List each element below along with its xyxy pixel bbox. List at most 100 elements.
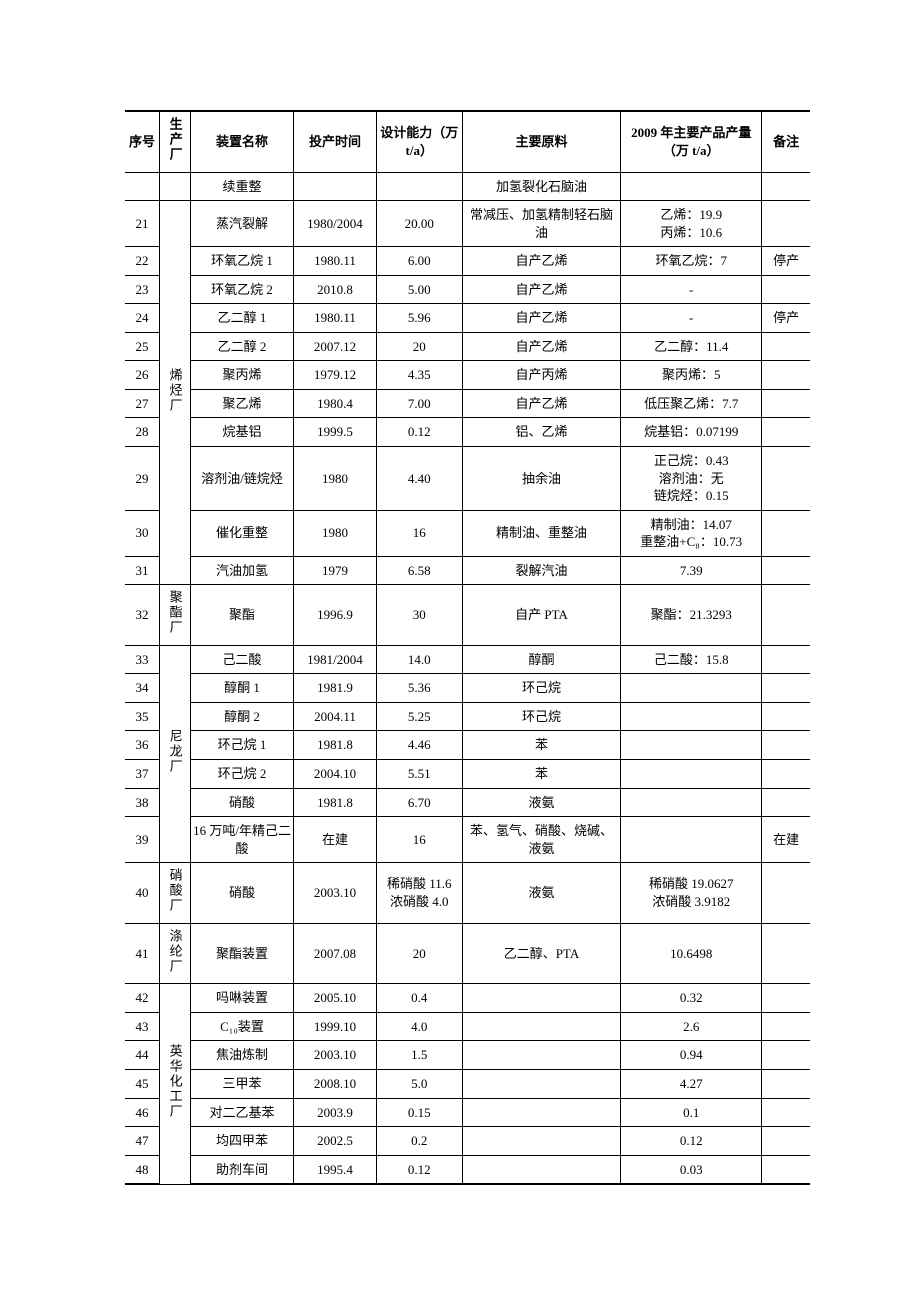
cell-unit: 聚酯 bbox=[190, 585, 293, 646]
cell-seq: 44 bbox=[125, 1041, 159, 1070]
cell-feed: 自产乙烯 bbox=[462, 275, 620, 304]
cell-seq: 48 bbox=[125, 1155, 159, 1184]
cell-seq: 39 bbox=[125, 817, 159, 863]
cell-feed bbox=[462, 1155, 620, 1184]
cell-output bbox=[621, 674, 762, 703]
cell-feed: 环己烷 bbox=[462, 674, 620, 703]
cell-seq: 47 bbox=[125, 1127, 159, 1156]
cell-seq: 36 bbox=[125, 731, 159, 760]
cell-startup: 1980.4 bbox=[294, 389, 377, 418]
table-row: 47均四甲苯2002.50.20.12 bbox=[125, 1127, 810, 1156]
col-feed: 主要原料 bbox=[462, 111, 620, 172]
col-remark: 备注 bbox=[762, 111, 810, 172]
cell-unit: 环氧乙烷 1 bbox=[190, 247, 293, 276]
cell-seq: 35 bbox=[125, 702, 159, 731]
cell-unit: 焦油炼制 bbox=[190, 1041, 293, 1070]
cell-feed: 铝、乙烯 bbox=[462, 418, 620, 447]
table-row: 29溶剂油/链烷烃19804.40抽余油正己烷：0.43溶剂油：无链烷烃：0.1… bbox=[125, 447, 810, 511]
cell-unit: 聚丙烯 bbox=[190, 361, 293, 390]
cell-startup bbox=[294, 172, 377, 201]
cell-remark bbox=[762, 702, 810, 731]
cell-startup: 1980.11 bbox=[294, 247, 377, 276]
cell-capacity: 稀硝酸 11.6浓硝酸 4.0 bbox=[376, 863, 462, 924]
cell-startup: 1980.11 bbox=[294, 304, 377, 333]
cell-startup: 2003.10 bbox=[294, 1041, 377, 1070]
cell-factory: 烯烃厂 bbox=[159, 201, 190, 585]
table-row: 44 焦油炼制2003.101.5 0.94 bbox=[125, 1041, 810, 1070]
cell-remark bbox=[762, 389, 810, 418]
cell-unit: 乙二醇 1 bbox=[190, 304, 293, 333]
cell-feed: 精制油、重整油 bbox=[462, 510, 620, 556]
cell-capacity: 1.5 bbox=[376, 1041, 462, 1070]
cell-capacity bbox=[376, 172, 462, 201]
cell-remark bbox=[762, 418, 810, 447]
cell-unit: 环氧乙烷 2 bbox=[190, 275, 293, 304]
cell-output: 2.6 bbox=[621, 1012, 762, 1041]
cell-seq: 43 bbox=[125, 1012, 159, 1041]
table-row: 33尼龙厂己二酸1981/200414.0醇酮己二酸：15.8 bbox=[125, 645, 810, 674]
cell-unit: 溶剂油/链烷烃 bbox=[190, 447, 293, 511]
cell-capacity: 20 bbox=[376, 332, 462, 361]
cell-capacity: 6.58 bbox=[376, 556, 462, 585]
table-row: 3916 万吨/年精己二酸在建16苯、氢气、硝酸、烧碱、液氨在建 bbox=[125, 817, 810, 863]
cell-feed: 自产乙烯 bbox=[462, 304, 620, 333]
table-row: 28烷基铝1999.50.12铝、乙烯烷基铝：0.07199 bbox=[125, 418, 810, 447]
cell-startup: 1996.9 bbox=[294, 585, 377, 646]
cell-unit: 均四甲苯 bbox=[190, 1127, 293, 1156]
cell-remark bbox=[762, 172, 810, 201]
table-row: 35醇酮 22004.115.25环己烷 bbox=[125, 702, 810, 731]
cell-remark bbox=[762, 275, 810, 304]
cell-output: 0.1 bbox=[621, 1098, 762, 1127]
cell-remark bbox=[762, 510, 810, 556]
cell-seq: 22 bbox=[125, 247, 159, 276]
cell-remark bbox=[762, 674, 810, 703]
cell-remark bbox=[762, 1155, 810, 1184]
cell-output: - bbox=[621, 275, 762, 304]
cell-unit: 聚乙烯 bbox=[190, 389, 293, 418]
cell-startup: 2008.10 bbox=[294, 1069, 377, 1098]
cell-output: 正己烷：0.43溶剂油：无链烷烃：0.15 bbox=[621, 447, 762, 511]
cell-output: 稀硝酸 19.0627浓硝酸 3.9182 bbox=[621, 863, 762, 924]
cell-output: 精制油：14.07重整油+C₈：10.73 bbox=[621, 510, 762, 556]
cell-output: - bbox=[621, 304, 762, 333]
cell-remark bbox=[762, 788, 810, 817]
cell-output: 己二酸：15.8 bbox=[621, 645, 762, 674]
cell-seq: 27 bbox=[125, 389, 159, 418]
cell-feed: 自产 PTA bbox=[462, 585, 620, 646]
cell-feed: 苯、氢气、硝酸、烧碱、液氨 bbox=[462, 817, 620, 863]
cell-unit: 醇酮 1 bbox=[190, 674, 293, 703]
cell-output: 0.94 bbox=[621, 1041, 762, 1070]
cell-unit: 聚酯装置 bbox=[190, 923, 293, 984]
cell-remark bbox=[762, 1041, 810, 1070]
cell-output: 4.27 bbox=[621, 1069, 762, 1098]
cell-seq: 42 bbox=[125, 984, 159, 1013]
cell-seq: 33 bbox=[125, 645, 159, 674]
col-seq: 序号 bbox=[125, 111, 159, 172]
cell-startup: 1981.8 bbox=[294, 788, 377, 817]
cell-capacity: 4.46 bbox=[376, 731, 462, 760]
cell-output: 低压聚乙烯：7.7 bbox=[621, 389, 762, 418]
cell-startup: 1979 bbox=[294, 556, 377, 585]
cell-feed bbox=[462, 1098, 620, 1127]
cell-output: 10.6498 bbox=[621, 923, 762, 984]
cell-remark bbox=[762, 332, 810, 361]
table-row: 26聚丙烯1979.124.35自产丙烯聚丙烯：5 bbox=[125, 361, 810, 390]
cell-remark: 停产 bbox=[762, 304, 810, 333]
production-units-table: 序号 生产厂 装置名称 投产时间 设计能力（万 t/a） 主要原料 2009 年… bbox=[125, 110, 810, 1185]
table-row: 24乙二醇 11980.115.96自产乙烯-停产 bbox=[125, 304, 810, 333]
cell-output: 聚酯：21.3293 bbox=[621, 585, 762, 646]
cell-unit: 环己烷 1 bbox=[190, 731, 293, 760]
cell-output: 环氧乙烷：7 bbox=[621, 247, 762, 276]
cell-seq: 32 bbox=[125, 585, 159, 646]
cell-startup: 2010.8 bbox=[294, 275, 377, 304]
cell-feed bbox=[462, 1127, 620, 1156]
cell-startup: 2004.10 bbox=[294, 760, 377, 789]
cell-output: 乙二醇：11.4 bbox=[621, 332, 762, 361]
cell-startup: 2004.11 bbox=[294, 702, 377, 731]
table-row: 40硝酸厂硝酸2003.10稀硝酸 11.6浓硝酸 4.0液氨稀硝酸 19.06… bbox=[125, 863, 810, 924]
cell-seq: 21 bbox=[125, 201, 159, 247]
table-head: 序号 生产厂 装置名称 投产时间 设计能力（万 t/a） 主要原料 2009 年… bbox=[125, 111, 810, 172]
table-row: 25乙二醇 22007.1220自产乙烯乙二醇：11.4 bbox=[125, 332, 810, 361]
cell-output bbox=[621, 788, 762, 817]
cell-output: 聚丙烯：5 bbox=[621, 361, 762, 390]
